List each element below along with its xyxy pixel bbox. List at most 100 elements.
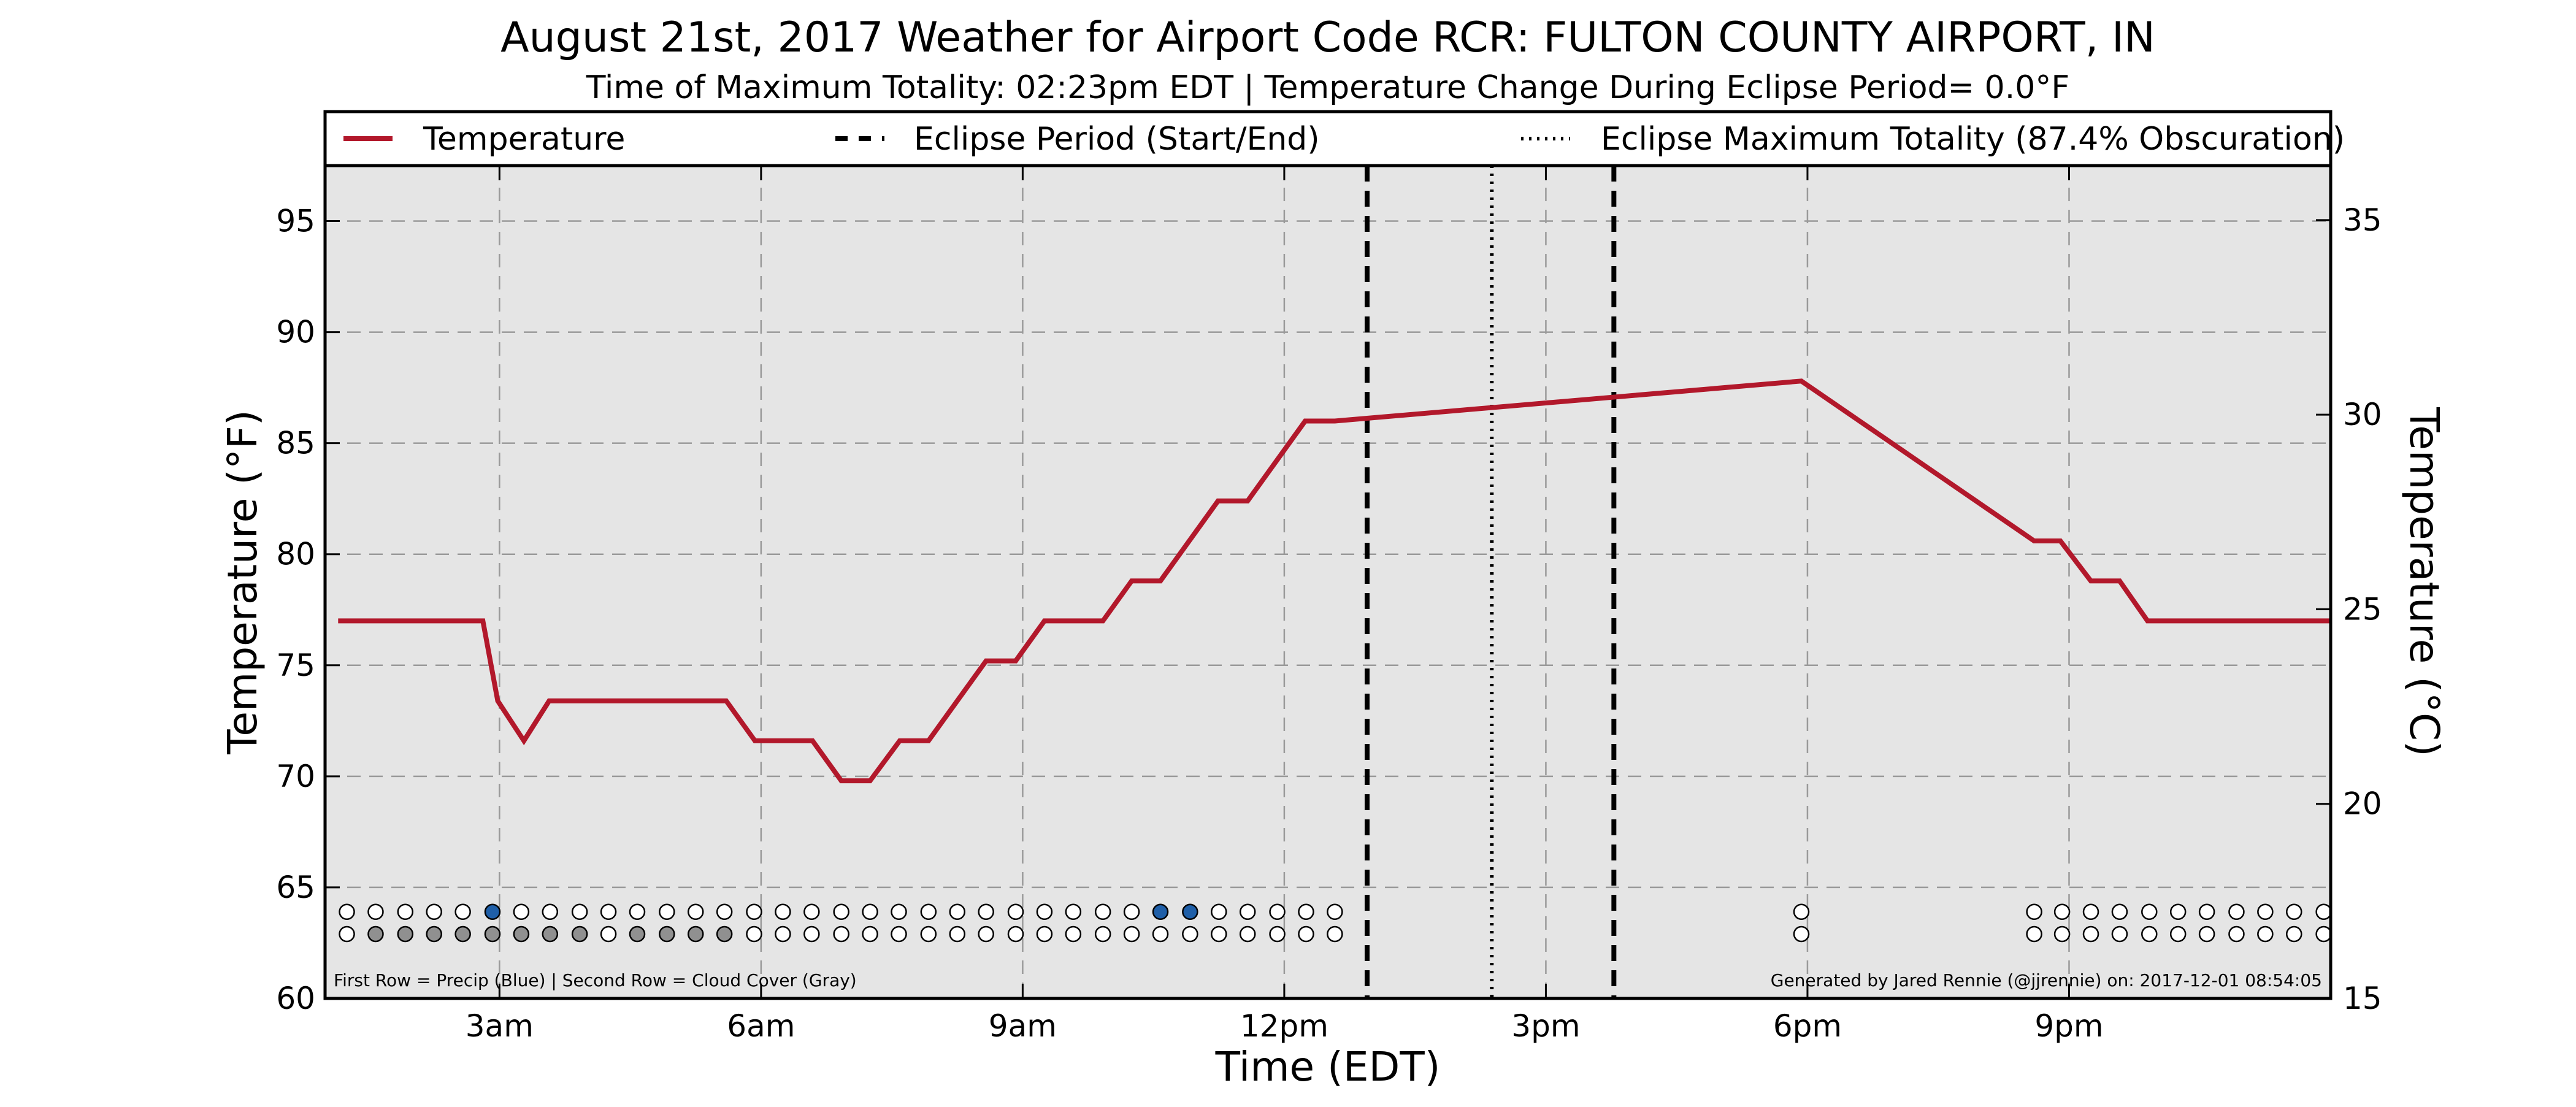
y-tick-label-left: 60 [276,981,315,1016]
x-tick-label: 3am [466,1008,534,1044]
cloud-cover-dot [687,925,704,943]
precip-dot [659,903,675,921]
precip-dot [833,903,849,921]
y-axis-label-left: Temperature (°F) [219,410,266,755]
precip-dot [339,903,355,921]
y-tick-label-left: 95 [276,204,315,239]
cloud-cover-dot [920,925,937,943]
y-tick-label-left: 70 [276,759,315,794]
precip-dot [716,903,733,921]
precip-dot [454,903,471,921]
y-tick-label-right: 30 [2343,397,2382,432]
cloud-cover-dot [1239,925,1256,943]
cloud-cover-dot [1065,925,1082,943]
precip-dot [2198,903,2215,921]
cloud-cover-dot [1327,925,1343,943]
precip-dot [2053,903,2071,921]
cloud-cover-dot [2228,925,2245,943]
cloud-cover-dot [2026,925,2042,943]
cloud-cover-dot [775,925,791,943]
precip-dot [978,903,994,921]
cloud-cover-dot [803,925,820,943]
precip-dot [2169,903,2187,921]
y-axis-label-right: Temperature (°C) [2401,407,2448,757]
precip-dot [2082,903,2099,921]
cloud-cover-dot [2315,925,2332,943]
precip-dot [1152,903,1169,921]
cloud-cover-dot [542,925,559,943]
grid-lines [325,166,2331,998]
y-tick-label-left: 85 [276,426,315,461]
cloud-cover-dot [397,925,414,943]
precip-dot [1007,903,1024,921]
x-tick-label: 3pm [1511,1008,1580,1044]
cloud-cover-dot [454,925,471,943]
cloud-cover-dot [1123,925,1140,943]
cloud-cover-dot [1007,925,1024,943]
precip-dot [1094,903,1111,921]
x-tick-label: 9am [989,1008,1057,1044]
cloud-cover-dot [1094,925,1111,943]
precip-dot [746,903,762,921]
precip-dot [1239,903,1256,921]
cloud-cover-dot [716,925,733,943]
y-tick-label-right: 20 [2343,786,2382,822]
precip-dot [1793,903,1810,921]
cloud-cover-dot [949,925,966,943]
precip-dot [1298,903,1314,921]
y-tick-label-right: 15 [2343,981,2382,1016]
cloud-cover-dot [862,925,878,943]
precip-dot [891,903,907,921]
x-tick-label: 9pm [2034,1008,2103,1044]
cloud-cover-dot [339,925,355,943]
precip-dot [920,903,937,921]
cloud-cover-dot [2286,925,2302,943]
precip-dot [1123,903,1140,921]
x-tick-label: 6am [727,1008,795,1044]
cloud-cover-dot [978,925,994,943]
precip-dot [513,903,530,921]
legend-box [323,110,2333,167]
cloud-cover-dot [2169,925,2187,943]
y-tick-label-right: 25 [2343,591,2382,627]
precip-dot [1182,903,1198,921]
legend-label-eclipse-max: Eclipse Maximum Totality (87.4% Obscurat… [1601,121,2345,158]
precip-dot [629,903,646,921]
precip-dot [542,903,559,921]
cloud-cover-dot [1298,925,1314,943]
axis-ticks: 60 65 70 75 80 85 90 95 3am 6am 9am 12pm 3pm 6pm 9pm 15… [276,166,2382,1044]
cloud-cover-dot [2141,925,2158,943]
precip-dot [949,903,966,921]
credit-text: Generated by Jared Rennie (@jjrennie) on… [1771,970,2322,990]
precip-dot [2026,903,2042,921]
precip-dot [367,903,384,921]
cloud-cover-dot [1182,925,1198,943]
precip-dot [484,903,501,921]
precip-dot [775,903,791,921]
x-tick-label: 12pm [1240,1008,1328,1044]
x-tick-label: 6pm [1773,1008,1842,1044]
cloud-cover-dot [1152,925,1169,943]
precip-dot [1211,903,1227,921]
temperature-series [338,378,2331,784]
y-tick-label-left: 80 [276,537,315,572]
cloud-cover-dot [2257,925,2274,943]
cloud-cover-dot [2111,925,2128,943]
precip-dot [1065,903,1082,921]
cloud-cover-dot [600,925,617,943]
y-tick-label-left: 75 [276,648,315,683]
chart-subtitle: Time of Maximum Totality: 02:23pm EDT | … [586,69,2069,106]
weather-condition-rows [339,903,2332,943]
legend-label-temperature: Temperature [423,121,625,158]
precip-dot [2315,903,2332,921]
cloud-cover-dot [513,925,530,943]
plot-area [325,166,2331,998]
cloud-cover-dot [2198,925,2215,943]
precip-dot [2228,903,2245,921]
precip-dot [571,903,588,921]
precip-dot [687,903,704,921]
temperature-line [338,378,2331,784]
y-tick-label-left: 90 [276,315,315,350]
precip-dot [397,903,414,921]
